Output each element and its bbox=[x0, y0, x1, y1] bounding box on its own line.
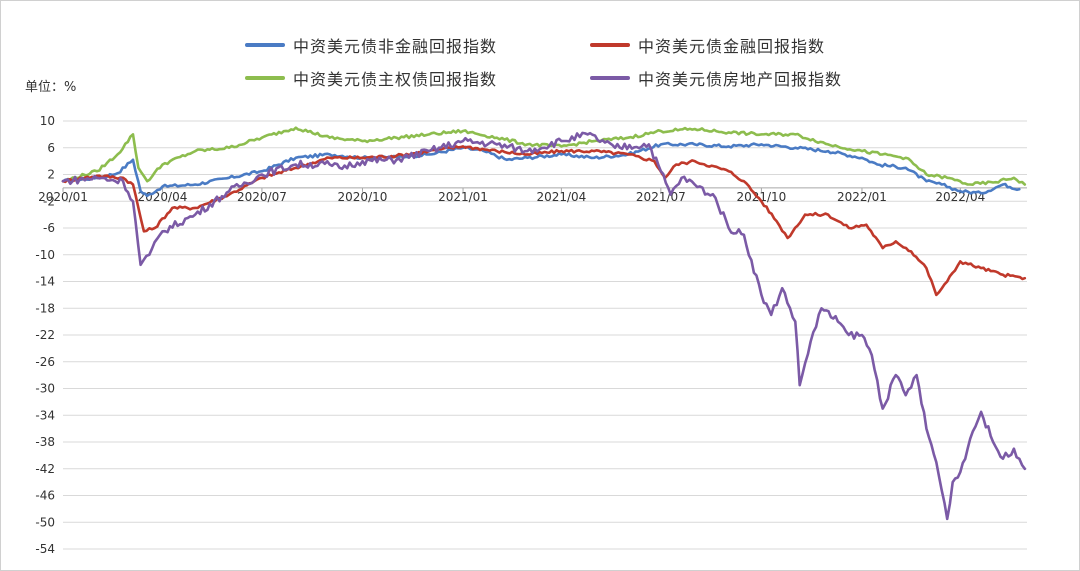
legend-swatch-real-estate bbox=[590, 76, 630, 80]
legend-item-sovereign: 中资美元债主权债回报指数 bbox=[245, 66, 497, 90]
y-tick-label: 2 bbox=[47, 168, 55, 182]
y-tick-label: -38 bbox=[35, 435, 55, 449]
series-line-financial bbox=[61, 145, 1027, 297]
y-tick-label: -18 bbox=[35, 301, 55, 315]
x-tick-label: 2020/07 bbox=[237, 190, 287, 204]
x-tick-label: 2022/01 bbox=[837, 190, 887, 204]
x-tick-label: 2021/10 bbox=[736, 190, 786, 204]
y-tick-label: -30 bbox=[35, 382, 55, 396]
y-tick-label: -10 bbox=[35, 248, 55, 262]
y-tick-label: -50 bbox=[35, 515, 55, 529]
x-tick-label: 2020/01 bbox=[38, 190, 88, 204]
legend-label-financial: 中资美元债金融回报指数 bbox=[638, 37, 826, 56]
legend-label-non-financial: 中资美元债非金融回报指数 bbox=[293, 37, 498, 56]
y-tick-label: -6 bbox=[43, 221, 55, 235]
y-tick-label: -22 bbox=[35, 328, 55, 342]
series-line-sovereign bbox=[61, 126, 1027, 186]
y-tick-label: -14 bbox=[35, 275, 55, 289]
series-line-non-financial bbox=[61, 141, 1021, 198]
legend-item-financial: 中资美元债金融回报指数 bbox=[590, 33, 825, 57]
y-tick-label: -26 bbox=[35, 355, 55, 369]
legend-swatch-sovereign bbox=[245, 76, 285, 80]
x-tick-label: 2021/01 bbox=[438, 190, 488, 204]
legend-item-real-estate: 中资美元债房地产回报指数 bbox=[590, 66, 842, 90]
y-tick-label: -2 bbox=[43, 194, 55, 208]
legend-swatch-non-financial bbox=[245, 43, 285, 47]
legend-label-sovereign: 中资美元债主权债回报指数 bbox=[293, 70, 498, 89]
x-tick-label: 2020/04 bbox=[138, 190, 188, 204]
legend: 中资美元债非金融回报指数 中资美元债金融回报指数 中资美元债主权债回报指数 中资… bbox=[0, 0, 1080, 100]
legend-swatch-financial bbox=[590, 43, 630, 47]
y-tick-label: -46 bbox=[35, 489, 55, 503]
series-line-real-estate bbox=[61, 131, 1027, 521]
y-tick-label: -42 bbox=[35, 462, 55, 476]
unit-label: 单位：% bbox=[25, 80, 77, 95]
y-tick-label: -54 bbox=[35, 542, 55, 556]
legend-label-real-estate: 中资美元债房地产回报指数 bbox=[638, 70, 843, 89]
y-tick-label: 10 bbox=[40, 114, 55, 128]
x-tick-label: 2021/04 bbox=[536, 190, 586, 204]
y-tick-label: 6 bbox=[47, 141, 55, 155]
x-tick-label: 2020/10 bbox=[338, 190, 388, 204]
legend-item-non-financial: 中资美元债非金融回报指数 bbox=[245, 33, 497, 57]
x-tick-label: 2021/07 bbox=[636, 190, 686, 204]
y-tick-label: -34 bbox=[35, 408, 55, 422]
